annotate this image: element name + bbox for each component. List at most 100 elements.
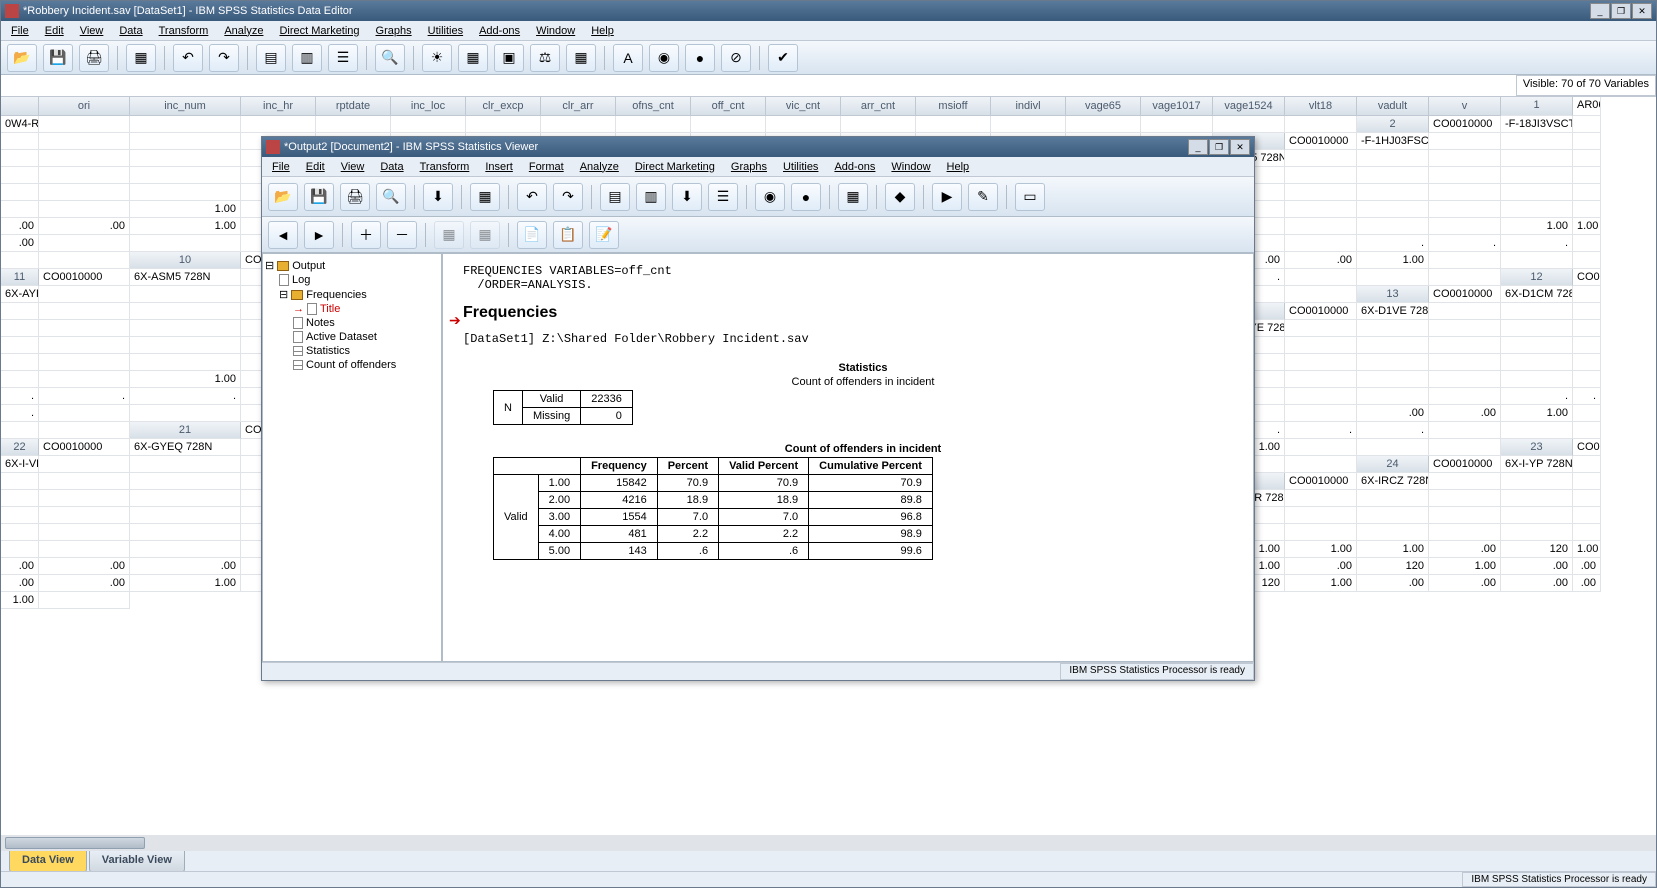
menu-edit[interactable]: Edit: [41, 23, 68, 39]
cell[interactable]: [1, 201, 39, 218]
cell[interactable]: [130, 286, 241, 303]
column-header[interactable]: vic_cnt: [766, 97, 841, 116]
cell[interactable]: [1429, 167, 1501, 184]
cell[interactable]: [841, 116, 916, 133]
cell[interactable]: .00: [39, 575, 130, 592]
cell[interactable]: [39, 133, 130, 150]
cell[interactable]: [1357, 490, 1429, 507]
weight-cases-icon[interactable]: ⚖: [530, 44, 560, 72]
cell[interactable]: [130, 541, 241, 558]
cell[interactable]: [541, 116, 616, 133]
column-header[interactable]: clr_arr: [541, 97, 616, 116]
menu-analyze[interactable]: Analyze: [220, 23, 267, 39]
nav-forward-icon[interactable]: ►: [304, 221, 334, 249]
viewer-menu-window[interactable]: Window: [887, 159, 934, 175]
cell[interactable]: 0W4-R5TD1AEM: [1, 116, 39, 133]
viewer-menu-data[interactable]: Data: [376, 159, 407, 175]
close-button[interactable]: ✕: [1632, 3, 1652, 19]
column-header[interactable]: inc_loc: [391, 97, 466, 116]
outline-active-dataset[interactable]: Active Dataset: [265, 330, 439, 344]
cell[interactable]: [1285, 286, 1357, 303]
cell[interactable]: [616, 116, 691, 133]
output-viewer-window[interactable]: *Output2 [Document2] - IBM SPSS Statisti…: [261, 136, 1255, 681]
cell[interactable]: .00: [1501, 558, 1573, 575]
cell[interactable]: [1573, 320, 1601, 337]
cell[interactable]: CO0010000: [1285, 473, 1357, 490]
promote-icon[interactable]: ＋: [351, 221, 381, 249]
viewer-titlebar[interactable]: *Output2 [Document2] - IBM SPSS Statisti…: [262, 137, 1254, 157]
cell[interactable]: .: [130, 388, 241, 405]
column-header[interactable]: vadult: [1357, 97, 1429, 116]
cell[interactable]: .: [1429, 235, 1501, 252]
cell[interactable]: [39, 541, 130, 558]
cell[interactable]: [1357, 184, 1429, 201]
cell[interactable]: [1429, 252, 1501, 269]
cell[interactable]: [130, 507, 241, 524]
cell[interactable]: [1429, 354, 1501, 371]
viewer-menu-graphs[interactable]: Graphs: [727, 159, 771, 175]
cell[interactable]: [1429, 507, 1501, 524]
column-header[interactable]: indivl: [991, 97, 1066, 116]
cell[interactable]: [1, 524, 39, 541]
cell[interactable]: [916, 116, 991, 133]
tab-data-view[interactable]: Data View: [9, 851, 87, 873]
cell[interactable]: [1066, 116, 1141, 133]
cell[interactable]: .00: [1, 575, 39, 592]
cell[interactable]: CO0010000: [1429, 456, 1501, 473]
cell[interactable]: [39, 337, 130, 354]
outline-statistics[interactable]: Statistics: [265, 344, 439, 358]
column-header[interactable]: vage1524: [1213, 97, 1285, 116]
cell[interactable]: [766, 116, 841, 133]
cell[interactable]: [130, 354, 241, 371]
cell[interactable]: [1285, 439, 1357, 456]
cell[interactable]: [1573, 490, 1601, 507]
cell[interactable]: [1285, 371, 1357, 388]
viewer-menu-analyze[interactable]: Analyze: [576, 159, 623, 175]
menu-direct-marketing[interactable]: Direct Marketing: [275, 23, 363, 39]
cell[interactable]: [1573, 133, 1601, 150]
cell[interactable]: [39, 167, 130, 184]
cell[interactable]: 6X-IRCZ 728N: [1357, 473, 1429, 490]
viewer-show-all-icon[interactable]: ●: [791, 183, 821, 211]
find-icon[interactable]: 🔍: [375, 44, 405, 72]
cell[interactable]: [1285, 388, 1357, 405]
cell[interactable]: .00: [1, 235, 39, 252]
cell[interactable]: [130, 303, 241, 320]
cell[interactable]: 1.00: [1285, 541, 1357, 558]
cell[interactable]: [1357, 371, 1429, 388]
cell[interactable]: [1, 490, 39, 507]
cell[interactable]: [1, 473, 39, 490]
cell[interactable]: [1573, 150, 1601, 167]
cell[interactable]: [1573, 252, 1601, 269]
cell[interactable]: [1501, 371, 1573, 388]
goto-variable-icon[interactable]: ▥: [292, 44, 322, 72]
cell[interactable]: [39, 456, 130, 473]
menu-window[interactable]: Window: [532, 23, 579, 39]
cell[interactable]: [39, 405, 130, 422]
cell[interactable]: [1501, 133, 1573, 150]
cell[interactable]: [39, 150, 130, 167]
column-header[interactable]: inc_hr: [241, 97, 316, 116]
cell[interactable]: [391, 116, 466, 133]
cell[interactable]: [39, 303, 130, 320]
cell[interactable]: [39, 201, 130, 218]
viewer-export-icon[interactable]: ⬇: [423, 183, 453, 211]
outline-notes[interactable]: Notes: [265, 316, 439, 330]
cell[interactable]: [1501, 201, 1573, 218]
cell[interactable]: [39, 473, 130, 490]
collapse-icon[interactable]: ▦: [470, 221, 500, 249]
nav-back-icon[interactable]: ◄: [268, 221, 298, 249]
row-header[interactable]: 10: [130, 252, 241, 269]
expand-icon[interactable]: ▦: [434, 221, 464, 249]
cell[interactable]: [1573, 201, 1601, 218]
viewer-menu-format[interactable]: Format: [525, 159, 568, 175]
recall-dialog-icon[interactable]: ▦: [126, 44, 156, 72]
viewer-print-icon[interactable]: 🖨: [340, 183, 370, 211]
insert-cases-icon[interactable]: ☀: [422, 44, 452, 72]
outline-title[interactable]: →Title: [265, 302, 439, 316]
cell[interactable]: 1.00: [130, 201, 241, 218]
variables-icon[interactable]: ☰: [328, 44, 358, 72]
cell[interactable]: [1, 337, 39, 354]
cell[interactable]: 6X-D1VE 728N: [1357, 303, 1429, 320]
cell[interactable]: [1501, 473, 1573, 490]
